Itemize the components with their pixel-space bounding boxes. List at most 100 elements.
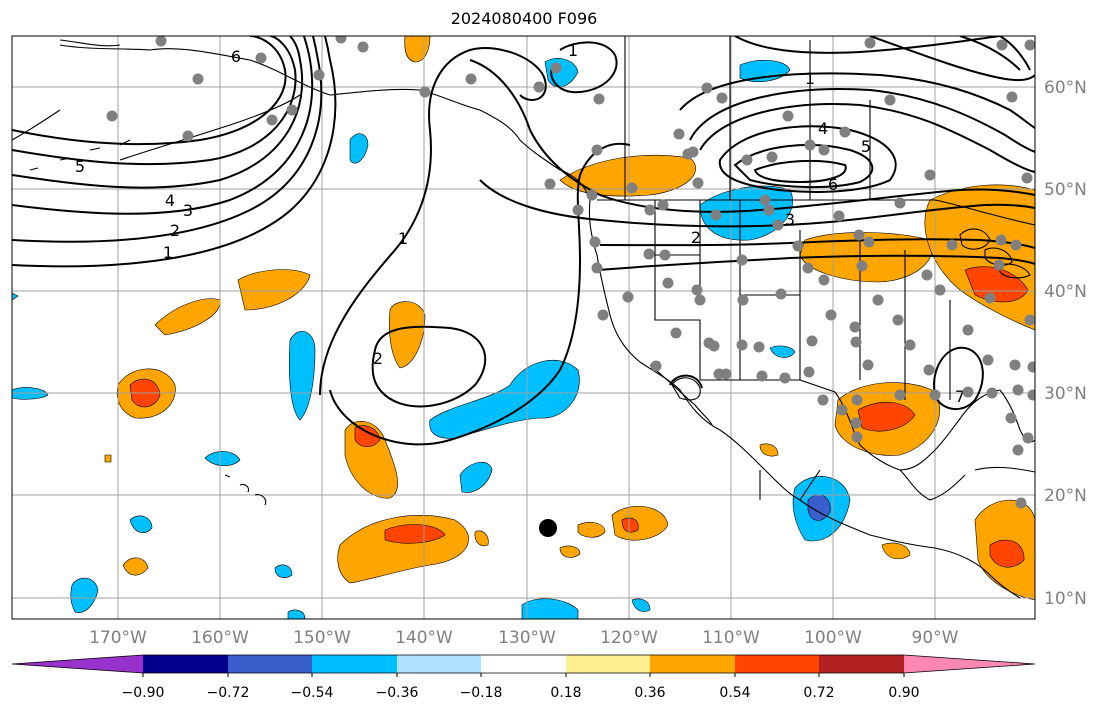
station-dot [572,204,584,216]
colorbar-ticks: −0.90 −0.72 −0.54 −0.36 −0.18 0.18 0.36 … [122,685,920,701]
station-dot [106,110,118,122]
station-dot [192,73,204,85]
colorbar-tick-label: 0.18 [550,685,581,701]
station-dot [694,294,706,306]
station-dot [904,339,916,351]
station-dot [792,240,804,252]
station-dot [1006,91,1018,103]
station-dot [1005,412,1017,424]
station-dot [851,394,863,406]
lon-label: 120°W [600,628,658,648]
station-dot [996,39,1008,51]
colorbar [11,654,1036,677]
station-dot [921,269,933,281]
contour-label: 1 [568,41,578,60]
lon-label: 90°W [912,628,959,648]
station-dot [884,94,896,106]
colorbar-tick-label: −0.90 [122,685,165,701]
station-dot [544,178,556,190]
station-dot [657,199,669,211]
station-dot [894,389,906,401]
station-dot [804,139,816,151]
station-dot [622,291,634,303]
station-dot [946,239,958,251]
latitude-axis: 60°N 50°N 40°N 30°N 20°N 10°N [1044,78,1087,609]
station-dot [533,81,545,93]
colorbar-segment [735,655,819,673]
station-dot [772,219,784,231]
lat-label: 20°N [1044,486,1087,506]
station-dot [825,309,837,321]
station-dot [586,189,598,201]
station-dot [853,229,865,241]
map-frame [11,35,1036,620]
colorbar-tick-label: 0.54 [719,685,750,701]
station-dot [775,288,787,300]
station-markers [106,36,1035,509]
station-dot [708,340,720,352]
station-dot [836,404,848,416]
station-dot [710,209,722,221]
colorbar-segment [397,655,481,673]
contour-label: 2 [373,349,383,368]
station-dot [982,354,994,366]
colorbar-segment [819,655,904,673]
contour-labels: 1 2 3 4 5 6 7 1 2 3 4 5 6 1 2 1 [75,41,965,406]
station-dot [589,236,601,248]
contour-label: 1 [398,229,408,248]
contour-label: 6 [231,47,241,66]
station-dot [591,144,603,156]
plot-title: 2024080400 F096 [450,9,598,28]
station-dot [766,151,778,163]
contour-label: 2 [691,228,701,247]
lon-label: 140°W [395,628,453,648]
station-dot [839,126,851,138]
station-dot [1009,359,1021,371]
lon-label: 150°W [293,628,351,648]
station-dot [286,104,298,116]
colorbar-tick-label: −0.36 [376,685,419,701]
station-dot [1015,497,1027,509]
station-dot [864,37,876,49]
colorbar-segment [143,655,228,673]
map-panel: 1 2 3 4 5 6 7 1 2 3 4 5 6 1 2 1 [12,36,1035,619]
lon-label: 160°W [191,628,249,648]
station-dot [591,262,603,274]
station-dot [962,386,974,398]
lon-label: 130°W [498,628,556,648]
station-dot [737,294,749,306]
station-dot [1012,444,1024,456]
station-dot [753,341,765,353]
station-dot [1027,389,1035,401]
colorbar-tick-label: −0.72 [207,685,250,701]
station-dot [862,359,874,371]
station-dot [934,284,946,296]
station-dot [923,364,935,376]
contour-label: 7 [955,387,965,406]
station-dot [782,110,794,122]
station-dot [266,114,278,126]
station-dot [716,92,728,104]
colorbar-segment [566,655,650,673]
station-dot [863,236,875,248]
contour-label: 6 [828,175,838,194]
station-dot [313,69,325,81]
station-dot [892,314,904,326]
station-dot [756,370,768,382]
station-dot [894,197,906,209]
station-dot [182,130,194,142]
station-dot [736,339,748,351]
station-dot [986,387,998,399]
station-dot [597,309,609,321]
station-dot [759,194,771,206]
station-dot [643,248,655,260]
station-dot [817,394,829,406]
colorbar-tick-label: −0.54 [291,685,334,701]
contour-label: 3 [785,210,795,229]
lat-label: 60°N [1044,78,1087,98]
station-dot [1024,39,1035,51]
colorbar-segment [904,655,1035,673]
contour-label: 1 [163,243,173,262]
longitude-axis: 170°W 160°W 150°W 140°W 130°W 120°W 110°… [89,628,959,648]
